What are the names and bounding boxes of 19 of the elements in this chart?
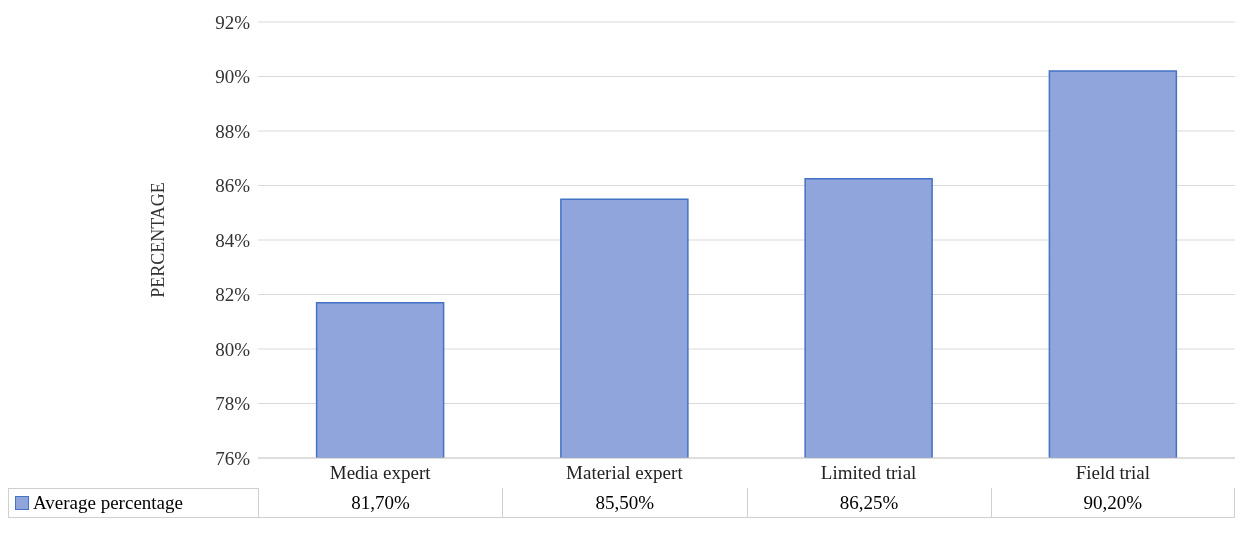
- x-tick-label: Material expert: [566, 462, 684, 484]
- y-tick-label: 86%: [215, 175, 251, 197]
- legend-label: Average percentage: [33, 492, 183, 514]
- data-label: 86,25%: [746, 488, 991, 518]
- y-tick-label: 84%: [215, 229, 251, 251]
- x-tick-label: Limited trial: [820, 462, 917, 484]
- data-label: 85,50%: [502, 488, 747, 518]
- y-tick-label: 76%: [215, 447, 251, 469]
- x-tick-label: Field trial: [1075, 462, 1151, 484]
- y-tick-label: 88%: [215, 120, 251, 142]
- y-axis-title: PERCENTAGE: [148, 182, 169, 298]
- data-label: 81,70%: [258, 488, 503, 518]
- y-tick-label: 82%: [215, 284, 251, 306]
- y-tick-label: 92%: [215, 11, 251, 33]
- y-tick-label: 90%: [215, 66, 251, 88]
- y-tick-label: 80%: [215, 338, 251, 360]
- data-label: 90,20%: [990, 488, 1235, 518]
- y-tick-label: 78%: [215, 393, 251, 415]
- x-tick-label: Media expert: [329, 462, 432, 484]
